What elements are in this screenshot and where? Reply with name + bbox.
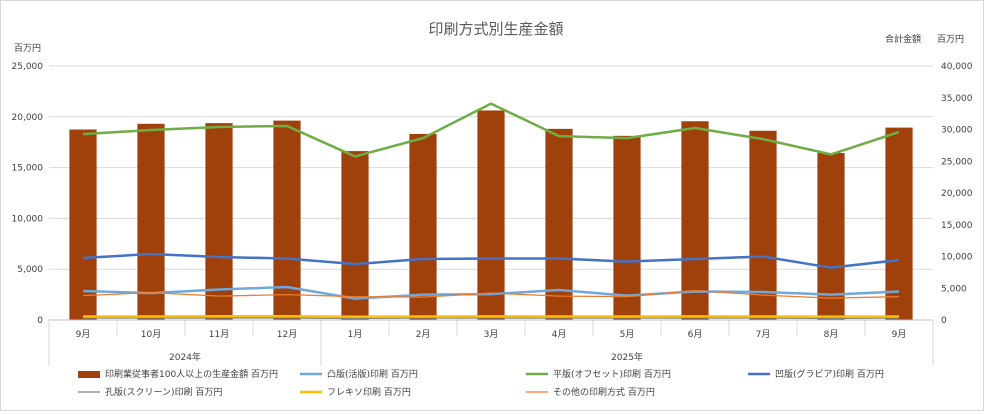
legend-label: フレキソ印刷 百万円 [327,386,411,398]
x-tick-label: 12月 [277,329,297,340]
bar [885,127,913,320]
x-tick-label: 9月 [892,329,907,340]
x-tick-label: 6月 [688,329,703,340]
series-line [82,252,900,269]
year-label: 2025年 [611,351,643,363]
right-tick-label: 40,000 [941,62,973,72]
x-tick-label: 7月 [756,329,771,340]
left-axis-unit: 百万円 [14,43,41,54]
right-tick-label: 20,000 [941,189,973,199]
legend: 印刷業従事者100人以上の生産金額 百万円 凸版(活版)印刷 百万円 平版(オフセッ… [78,368,884,398]
legend-swatch [78,371,100,378]
left-tick-label: 5,000 [17,265,43,275]
bar-layer [69,110,913,321]
legend-label: 印刷業従事者100人以上の生産金額 百万円 [105,368,278,380]
chart-title: 印刷方式別生産金額 [428,20,563,38]
axis-layer: 0 5,000 10,000 15,000 20,000 25,000 0 5,000 10,0… [12,62,973,366]
right-axis-unit-label: 合計金額 [885,33,921,45]
series-line [82,102,900,158]
x-tick-label: 8月 [824,329,839,340]
x-tick-label: 10月 [141,329,161,340]
line-layer [82,102,900,320]
left-tick-label: 20,000 [12,113,44,123]
right-tick-label: 5,000 [941,284,967,294]
legend-label: 凹版(グラビア)印刷 百万円 [775,368,884,380]
legend-label: その他の印刷方式 百万円 [553,386,655,398]
legend-label: 凸版(活版)印刷 百万円 [327,368,418,380]
left-tick-label: 25,000 [12,62,44,72]
right-tick-label: 25,000 [941,157,973,167]
x-tick-label: 4月 [552,329,567,340]
right-tick-label: 30,000 [941,126,973,136]
x-tick-label: 3月 [484,329,499,340]
bar [137,123,165,320]
left-tick-label: 10,000 [12,214,44,224]
bar [681,121,709,321]
x-tick-label: 1月 [348,329,363,340]
x-tick-label: 9月 [76,329,91,340]
bar [409,133,437,320]
series-line [82,285,900,300]
year-label: 2024年 [169,351,201,363]
legend-label: 孔版(スクリーン)印刷 百万円 [105,386,222,398]
x-tick-label: 11月 [209,329,229,340]
left-tick-label: 15,000 [12,164,44,174]
bar [69,129,97,320]
bar [341,151,369,320]
right-tick-label: 15,000 [941,221,973,231]
series-line [82,289,900,299]
series-line [83,317,900,320]
right-tick-label: 10,000 [941,253,973,263]
x-tick-label: 2月 [416,329,431,340]
bar [477,110,505,320]
x-tick-label: 5月 [620,329,635,340]
series-line [83,314,900,318]
bar [613,135,641,320]
bar [749,130,777,320]
right-axis-unit: 百万円 [937,34,964,45]
bar [273,120,301,320]
right-tick-label: 35,000 [941,94,973,104]
bar [545,128,573,320]
right-tick-label: 0 [941,316,947,326]
legend-label: 平版(オフセット)印刷 百万円 [553,368,671,380]
bar [205,123,233,321]
bar [817,152,845,320]
left-tick-label: 0 [37,316,43,326]
